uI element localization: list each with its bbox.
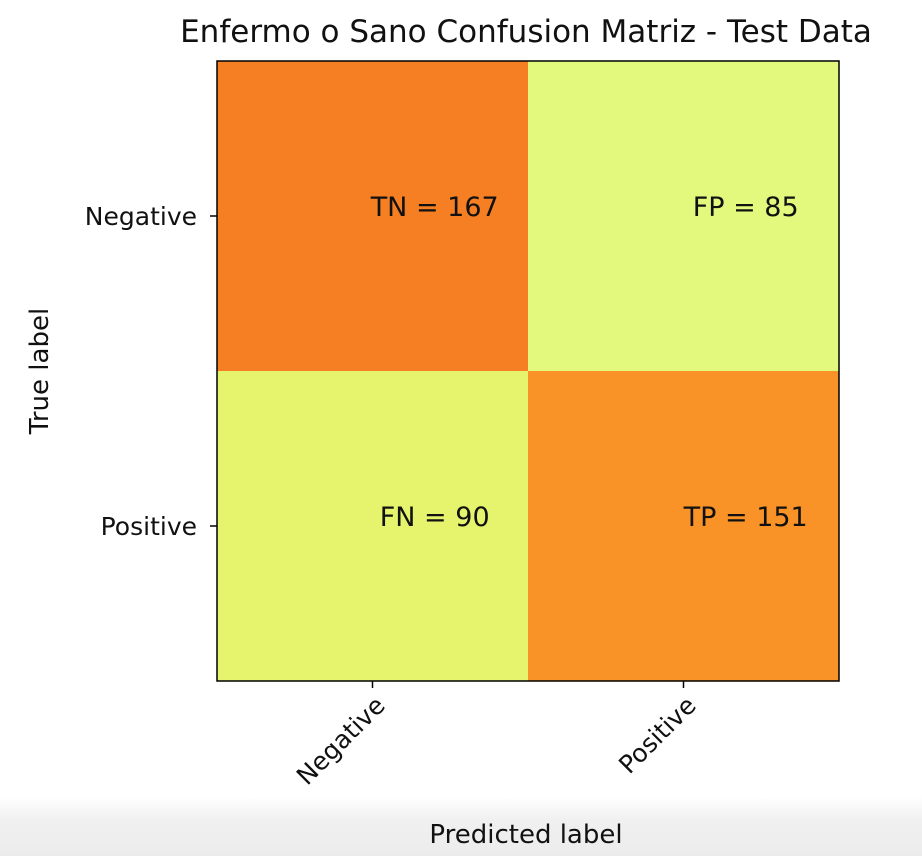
plot-frame [216, 60, 840, 682]
heatmap-cell [217, 371, 528, 681]
y-axis-label: True label [25, 308, 55, 435]
cell-value-label: TP = 151 [683, 502, 808, 533]
heatmap-cells: TN = 167 FP = 85 FN = 90 TP = 151 [217, 61, 839, 681]
heatmap-cell [528, 61, 839, 371]
y-tick-label: Positive [101, 512, 197, 541]
cell-value-label: TN = 167 [370, 192, 499, 223]
y-tick-label: Negative [85, 202, 197, 231]
bottom-shadow-bar [0, 796, 922, 856]
x-tick-label: Negative [291, 691, 391, 791]
chart-title: Enfermo o Sano Confusion Matriz - Test D… [180, 14, 872, 50]
x-axis-label: Predicted label [429, 820, 622, 850]
cell-value-label: FP = 85 [693, 192, 799, 223]
cell-value-label: FN = 90 [380, 502, 490, 533]
x-tick-label: Positive [613, 691, 702, 780]
heatmap-cell [217, 61, 528, 371]
heatmap-cell [528, 371, 839, 681]
